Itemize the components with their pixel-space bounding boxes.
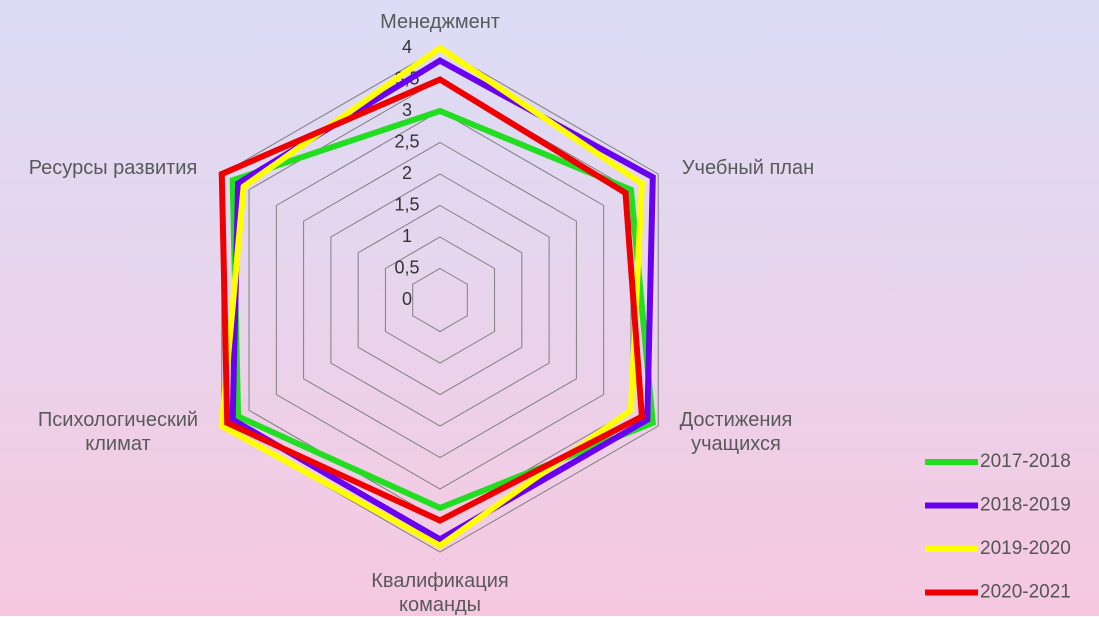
series-line [218,76,646,524]
y-tick-label: 2,5 [394,131,419,151]
legend-label: 2019-2020 [980,538,1071,559]
grid-ring [275,110,605,490]
axis-label: Менеджмент [380,11,500,33]
y-tick-label: 3 [402,100,412,120]
grid-ring [330,173,550,427]
axis-label: Квалификация команды [371,570,509,616]
y-tick-label: 1 [402,226,412,246]
y-tick-label: 0 [402,289,412,309]
axis-label: Ресурсы развития [28,157,198,179]
grid-ring [384,236,496,364]
legend-label: 2018-2019 [980,495,1071,516]
series-line [229,107,656,512]
axis-label: Учебный план [681,157,815,179]
grid-ring [303,141,577,459]
y-tick-label: 1,5 [394,194,419,214]
y-tick-label: 4 [402,37,412,57]
series-line [218,44,645,550]
series-line [229,57,656,543]
grid-ring [221,47,659,553]
y-tick-label: 0,5 [394,257,419,277]
y-tick-label: 2 [402,163,412,183]
axis-label: Достижения учащихся [679,409,793,455]
grid-ring [412,267,468,333]
legend-label: 2017-2018 [980,451,1071,472]
legend-label: 2020-2021 [980,582,1071,603]
axis-label: Психологический климат [37,409,199,455]
grid-ring [357,204,523,396]
